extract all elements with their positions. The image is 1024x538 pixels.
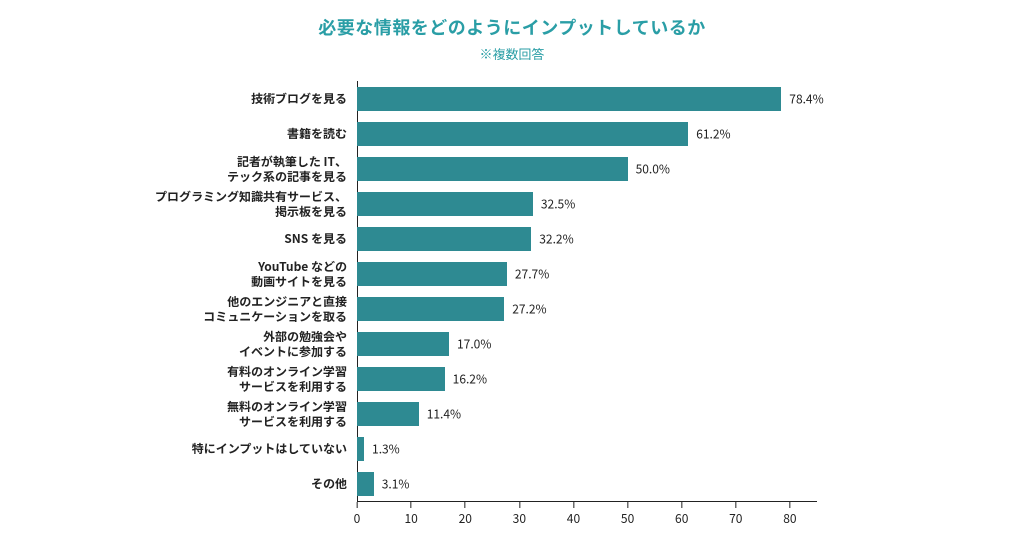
category-label: 書籍を読む — [117, 126, 357, 141]
tick-mark — [627, 502, 628, 508]
chart-title: 必要な情報をどのようにインプットしているか — [0, 14, 1024, 40]
bar-row: 他のエンジニアと直接 コミュニケーションを取る 27.2% — [117, 291, 907, 326]
tick-mark — [465, 502, 466, 508]
bar — [357, 122, 688, 146]
x-tick: 60 — [675, 502, 688, 527]
bar-row: 記者が執筆した IT、 テック系の記事を見る 50.0% — [117, 151, 907, 186]
bar-row: 外部の勉強会や イベントに参加する 17.0% — [117, 326, 907, 361]
tick-label: 60 — [675, 510, 688, 527]
value-label: 50.0% — [636, 160, 670, 177]
category-label: YouTube などの 動画サイトを見る — [117, 259, 357, 289]
x-tick: 20 — [459, 502, 472, 527]
tick-label: 40 — [567, 510, 580, 527]
tick-mark — [519, 502, 520, 508]
bar — [357, 297, 504, 321]
bar — [357, 472, 374, 496]
bar-row: 特にインプットはしていない 1.3% — [117, 431, 907, 466]
category-label: 技術ブログを見る — [117, 91, 357, 106]
bar — [357, 192, 533, 216]
bar-row: 技術ブログを見る78.4% — [117, 81, 907, 116]
value-label: 61.2% — [696, 125, 730, 142]
tick-label: 10 — [404, 510, 417, 527]
bar — [357, 332, 449, 356]
category-label: プログラミング知識共有サービス、 掲示板を見る — [117, 189, 357, 219]
bar-row: YouTube などの 動画サイトを見る 27.7% — [117, 256, 907, 291]
x-tick: 70 — [729, 502, 742, 527]
category-label: 外部の勉強会や イベントに参加する — [117, 329, 357, 359]
bar — [357, 227, 531, 251]
tick-mark — [356, 502, 357, 508]
category-label: 有料のオンライン学習 サービスを利用する — [117, 364, 357, 394]
x-tick: 40 — [567, 502, 580, 527]
tick-label: 80 — [783, 510, 796, 527]
bar — [357, 262, 507, 286]
category-label: 特にインプットはしていない — [117, 441, 357, 456]
bar-track: 17.0% — [357, 332, 817, 356]
chart-container: 必要な情報をどのようにインプットしているか ※複数回答 技術ブログを見る78.4… — [0, 0, 1024, 538]
value-label: 32.2% — [539, 230, 573, 247]
tick-mark — [789, 502, 790, 508]
bar-track: 32.5% — [357, 192, 817, 216]
bar-row: SNS を見る 32.2% — [117, 221, 907, 256]
bar-track: 3.1% — [357, 472, 817, 496]
bar-track: 78.4% — [357, 87, 817, 111]
value-label: 27.7% — [515, 265, 549, 282]
bar-track: 27.2% — [357, 297, 817, 321]
tick-mark — [411, 502, 412, 508]
bar-track: 11.4% — [357, 402, 817, 426]
value-label: 78.4% — [789, 90, 823, 107]
chart-subtitle: ※複数回答 — [0, 44, 1024, 63]
bar-row: 有料のオンライン学習 サービスを利用する 16.2% — [117, 361, 907, 396]
tick-label: 50 — [621, 510, 634, 527]
bar-track: 1.3% — [357, 437, 817, 461]
tick-mark — [735, 502, 736, 508]
tick-mark — [681, 502, 682, 508]
value-label: 32.5% — [541, 195, 575, 212]
x-tick: 30 — [513, 502, 526, 527]
x-tick: 80 — [783, 502, 796, 527]
category-label: その他 — [117, 476, 357, 491]
tick-mark — [573, 502, 574, 508]
value-label: 3.1% — [382, 475, 410, 492]
bar-row: 無料のオンライン学習 サービスを利用する 11.4% — [117, 396, 907, 431]
bar-track: 32.2% — [357, 227, 817, 251]
bar — [357, 157, 628, 181]
tick-label: 30 — [513, 510, 526, 527]
value-label: 1.3% — [372, 440, 400, 457]
bar-track: 16.2% — [357, 367, 817, 391]
tick-label: 20 — [459, 510, 472, 527]
x-tick: 0 — [354, 502, 361, 527]
value-label: 16.2% — [453, 370, 487, 387]
x-tick: 10 — [404, 502, 417, 527]
bar — [357, 367, 445, 391]
value-label: 27.2% — [512, 300, 546, 317]
tick-label: 70 — [729, 510, 742, 527]
category-label: 無料のオンライン学習 サービスを利用する — [117, 399, 357, 429]
tick-label: 0 — [354, 510, 361, 527]
plot-area: 技術ブログを見る78.4%書籍を読む61.2%記者が執筆した IT、 テック系の… — [117, 81, 907, 501]
value-label: 17.0% — [457, 335, 491, 352]
value-label: 11.4% — [427, 405, 461, 422]
bar-row: 書籍を読む 61.2% — [117, 116, 907, 151]
bar-track: 27.7% — [357, 262, 817, 286]
bar-track: 61.2% — [357, 122, 817, 146]
x-tick: 50 — [621, 502, 634, 527]
bar-row: その他 3.1% — [117, 466, 907, 501]
bar — [357, 402, 419, 426]
bar-row: プログラミング知識共有サービス、 掲示板を見る 32.5% — [117, 186, 907, 221]
bar-track: 50.0% — [357, 157, 817, 181]
category-label: 記者が執筆した IT、 テック系の記事を見る — [117, 154, 357, 184]
x-axis: 01020304050607080 — [357, 501, 817, 502]
bar — [357, 87, 781, 111]
category-label: SNS を見る — [117, 231, 357, 246]
category-label: 他のエンジニアと直接 コミュニケーションを取る — [117, 294, 357, 324]
bar — [357, 437, 364, 461]
